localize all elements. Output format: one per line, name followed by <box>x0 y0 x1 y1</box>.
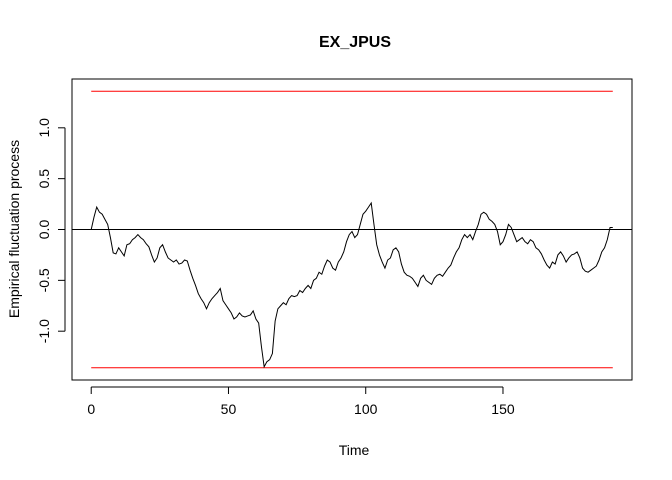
y-tick-label: -1.0 <box>36 319 52 343</box>
y-tick-label: 0.0 <box>36 220 52 240</box>
y-tick-label: 1.0 <box>36 118 52 138</box>
x-axis: 0 50 100 150 <box>87 386 515 417</box>
x-tick-label: 100 <box>354 401 378 417</box>
x-tick-label: 0 <box>87 401 95 417</box>
y-axis-label: Empirical fluctuation process <box>6 140 22 318</box>
y-tick-label: 0.5 <box>36 169 52 189</box>
x-tick-label: 50 <box>221 401 237 417</box>
x-tick-label: 150 <box>491 401 515 417</box>
y-tick-label: -0.5 <box>36 268 52 292</box>
chart-title: EX_JPUS <box>319 34 391 51</box>
y-axis: -1.0 -0.5 0.0 0.5 1.0 <box>36 118 66 343</box>
x-axis-label: Time <box>339 442 370 458</box>
series-line <box>90 201 613 369</box>
